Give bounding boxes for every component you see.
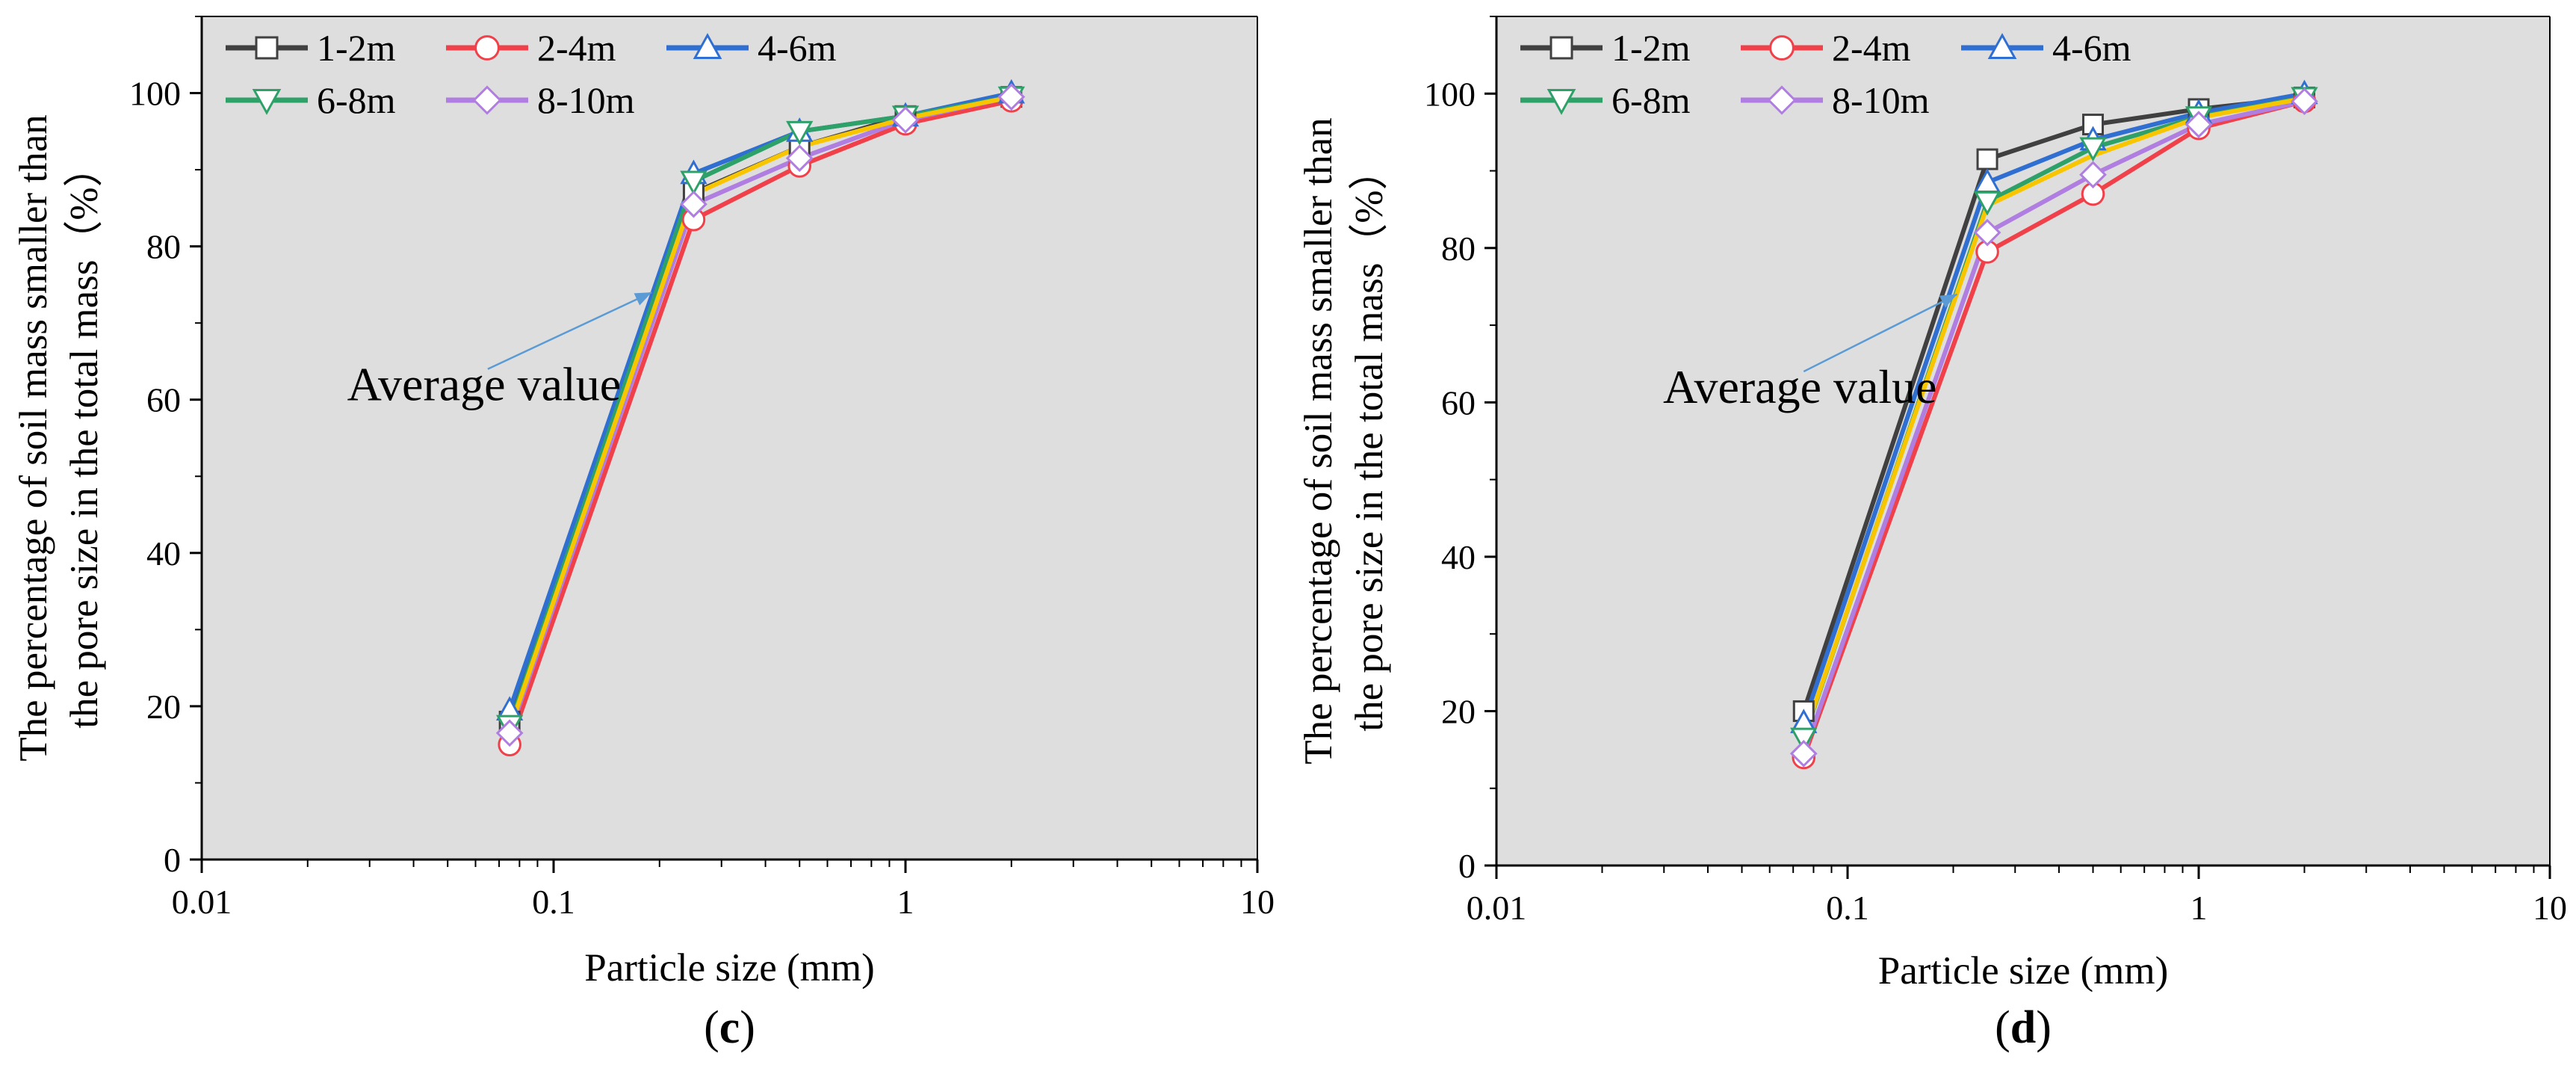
legend: 1-2m 2-4m 4-6m 6-8m 8-10m [1520,27,2131,121]
legend-marker-1-2m [1549,36,1573,60]
annotation-label: Average value [347,358,622,411]
data-point-6-8m [680,170,708,196]
y-tick-label: 20 [146,688,181,726]
data-point-8-10m [1789,739,1818,768]
data-point-8-10m [2291,87,2318,115]
legend-label-2-4m: 2-4m [1832,27,1911,69]
legend-label-6-8m: 6-8m [317,79,396,121]
data-point-6-8m [1790,727,1818,753]
legend: 1-2m 2-4m 4-6m 6-8m 8-10m [226,27,837,121]
data-point-6-8m [2079,137,2107,162]
plot-area [202,16,1257,860]
y-axis-title-line1: The percentage of soil mass smaller than [12,114,55,761]
data-point-6-8m [786,120,814,146]
panel-label-panel_label_letter: c [719,1002,740,1053]
x-axis-title: Particle size (mm) [1878,949,2169,993]
legend-marker-1-2m [255,36,279,60]
data-point-8-10m [891,106,920,134]
y-tick-label: 40 [146,534,181,573]
x-tick-label: 0.1 [1826,889,1869,927]
legend-marker-2-4m [1769,35,1795,61]
legend-label-4-6m: 4-6m [2052,27,2131,69]
data-point-8-10m [680,190,708,218]
x-tick-label: 10 [1240,883,1275,921]
data-point-8-10m [2185,111,2213,138]
panel-label-panel_label_close: ) [740,1002,755,1053]
y-tick-label: 60 [1441,383,1476,422]
y-tick-label: 100 [129,75,181,113]
y-axis-title-line1: The percentage of soil mass smaller than [1297,117,1340,764]
legend-marker-8-10m [472,85,502,115]
panel-label-panel_label_letter: d [2010,1002,2036,1053]
data-point-6-8m [1973,191,2001,216]
legend-label-8-10m: 8-10m [1832,79,1930,121]
panel-label-panel_label_open: ( [704,1002,719,1053]
y-axis-title-line2: the pore size in the total mass（%） [1348,150,1391,731]
legend-marker-4-6m [1987,33,2017,59]
legend-marker-2-4m [474,35,500,61]
x-axis-title: Particle size (mm) [584,946,875,990]
y-tick-label: 80 [146,228,181,266]
y-tick-label: 20 [1441,692,1476,730]
x-tick-label: 0.01 [1467,889,1527,927]
x-tick-label: 1 [897,883,914,921]
legend-label-1-2m: 1-2m [1611,27,1691,69]
annotation-arrow-line [487,291,652,370]
legend-label-1-2m: 1-2m [317,27,396,69]
y-tick-label: 0 [164,841,181,879]
plot-area [1496,16,2550,866]
x-tick-label: 0.1 [532,883,575,921]
data-point-8-10m [2079,161,2107,189]
legend-label-4-6m: 4-6m [758,27,837,69]
panel-label-panel_label_open: ( [1995,1002,2010,1053]
annotation-label: Average value [1663,360,1937,413]
data-point-8-10m [495,719,524,747]
y-axis-title-line2: the pore size in the total mass（%） [63,147,106,728]
chart-panel-d: 0 20 40 60 80 100 0.01 0.1 1 10 Particle size (mm)… [1297,16,2567,1053]
legend-marker-4-6m [693,33,722,59]
panel-label-panel_label_close: ) [2036,1002,2052,1053]
data-point-8-10m [1973,218,2001,247]
legend-marker-6-8m [1546,89,1576,115]
y-tick-label: 40 [1441,538,1476,576]
annotation-arrow-head [1939,294,1957,308]
panel-label: (d) [1995,1002,2052,1053]
data-point-1-2m [1976,148,1998,170]
legend-marker-8-10m [1767,85,1797,115]
legend-label-6-8m: 6-8m [1611,79,1691,121]
x-tick-label: 0.01 [172,883,232,921]
data-point-8-10m [785,144,814,173]
legend-marker-6-8m [252,89,282,115]
chart-panel-c: 0 20 40 60 80 100 0.01 0.1 1 10 Particle size (mm)… [12,16,1275,1053]
y-tick-label: 100 [1424,75,1476,113]
legend-label-8-10m: 8-10m [537,79,635,121]
x-tick-label: 10 [2533,889,2567,927]
x-tick-label: 1 [2190,889,2208,927]
annotation-arrow-line [1803,293,1958,373]
y-tick-label: 80 [1441,229,1476,268]
legend-label-2-4m: 2-4m [537,27,616,69]
annotation-arrow-head [634,292,652,306]
data-point-8-10m [997,83,1026,111]
y-tick-label: 0 [1458,847,1476,885]
panel-label: (c) [704,1002,755,1053]
y-tick-label: 60 [146,381,181,419]
